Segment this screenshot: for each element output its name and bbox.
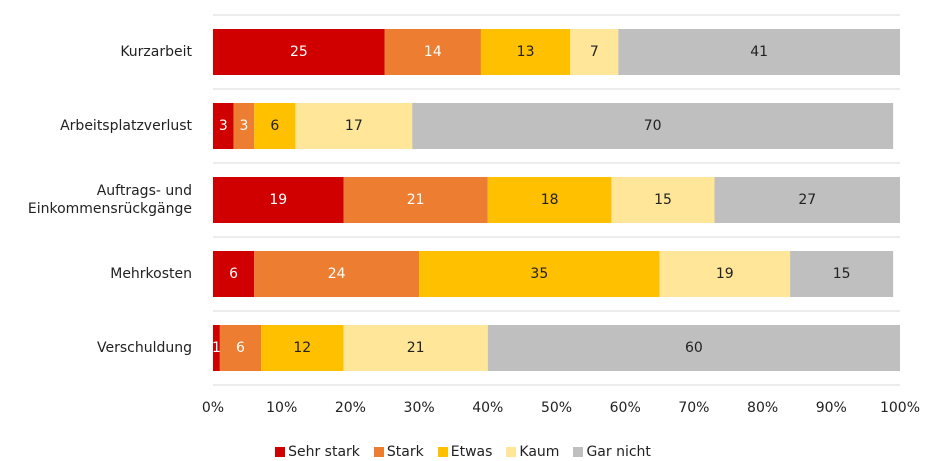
x-tick-label: 90% [816, 400, 847, 416]
bar-segment [343, 177, 488, 223]
legend-swatch [437, 447, 448, 457]
bar-segment [487, 177, 612, 223]
data-label: 3 [219, 118, 228, 134]
data-label: 19 [716, 266, 734, 282]
bar-segment [659, 251, 791, 297]
category-label: Auftrags- und Einkommensrückgänge [27, 183, 192, 217]
legend-label: Kaum [519, 444, 560, 460]
x-tick-label: 80% [747, 400, 778, 416]
x-tick-label: 40% [472, 400, 503, 416]
data-label: 6 [236, 340, 245, 356]
data-label: 3 [239, 118, 248, 134]
x-tick-label: 60% [610, 400, 641, 416]
data-label: 6 [229, 266, 238, 282]
legend-item: Gar nicht [573, 444, 651, 460]
data-label: 15 [654, 192, 672, 208]
bar-segment [261, 325, 344, 371]
legend-label: Sehr stark [288, 444, 360, 460]
x-tick-label: 20% [335, 400, 366, 416]
bar-segment [213, 29, 385, 75]
bar-segment [611, 177, 715, 223]
bar-segment [213, 177, 344, 223]
legend: Sehr stark Stark Etwas Kaum Gar nicht [0, 444, 926, 460]
legend-swatch [373, 447, 384, 457]
data-label: 27 [798, 192, 816, 208]
data-label: 60 [685, 340, 703, 356]
bar-segment [295, 103, 413, 149]
bar-segment [213, 251, 255, 297]
data-label: 19 [269, 192, 287, 208]
legend-label: Stark [386, 444, 424, 460]
category-label: Arbeitsplatzverlust [60, 118, 192, 134]
data-label: 14 [424, 44, 442, 60]
data-label: 15 [833, 266, 851, 282]
data-label: 13 [517, 44, 535, 60]
data-label: 6 [270, 118, 279, 134]
data-label: 25 [290, 44, 308, 60]
bar-segment [254, 251, 420, 297]
data-label: 70 [644, 118, 662, 134]
x-tick-label: 70% [678, 400, 709, 416]
legend-item: Stark [373, 444, 424, 460]
bar-segment [343, 325, 488, 371]
bar-segment [618, 29, 900, 75]
bar-segment [219, 325, 262, 371]
bar-segment [714, 177, 900, 223]
legend-item: Etwas [437, 444, 493, 460]
x-tick-label: 30% [404, 400, 435, 416]
data-label: 24 [328, 266, 346, 282]
data-label: 12 [293, 340, 311, 356]
bar-segment [790, 251, 894, 297]
x-tick-label: 100% [880, 400, 920, 416]
legend-label: Gar nicht [586, 444, 651, 460]
bar-segment [419, 251, 660, 297]
legend-item: Sehr stark [275, 444, 360, 460]
legend-label: Etwas [450, 444, 493, 460]
bar-segment [384, 29, 481, 75]
x-tick-label: 10% [266, 400, 297, 416]
x-tick-label: 50% [541, 400, 572, 416]
bar-segment [254, 103, 296, 149]
data-label: 41 [750, 44, 768, 60]
legend-swatch [275, 447, 286, 457]
bar-segment [213, 103, 234, 149]
data-label: 17 [345, 118, 363, 134]
bar-segment [570, 29, 619, 75]
legend-swatch [506, 447, 517, 457]
data-label: 1 [212, 340, 221, 356]
bar-segment [487, 325, 900, 371]
data-label: 7 [590, 44, 599, 60]
x-tick-label: 0% [202, 400, 224, 416]
bar-segment [233, 103, 255, 149]
bar-segment [213, 325, 220, 371]
bar-segment [480, 29, 571, 75]
legend-item: Kaum [506, 444, 559, 460]
bar-segment [412, 103, 894, 149]
data-label: 21 [407, 340, 425, 356]
data-label: 18 [541, 192, 559, 208]
data-label: 21 [407, 192, 425, 208]
legend-swatch [573, 447, 584, 457]
category-label: Kurzarbeit [120, 44, 192, 60]
category-label: Mehrkosten [110, 266, 192, 282]
category-label: Verschuldung [96, 340, 192, 356]
data-label: 35 [530, 266, 548, 282]
